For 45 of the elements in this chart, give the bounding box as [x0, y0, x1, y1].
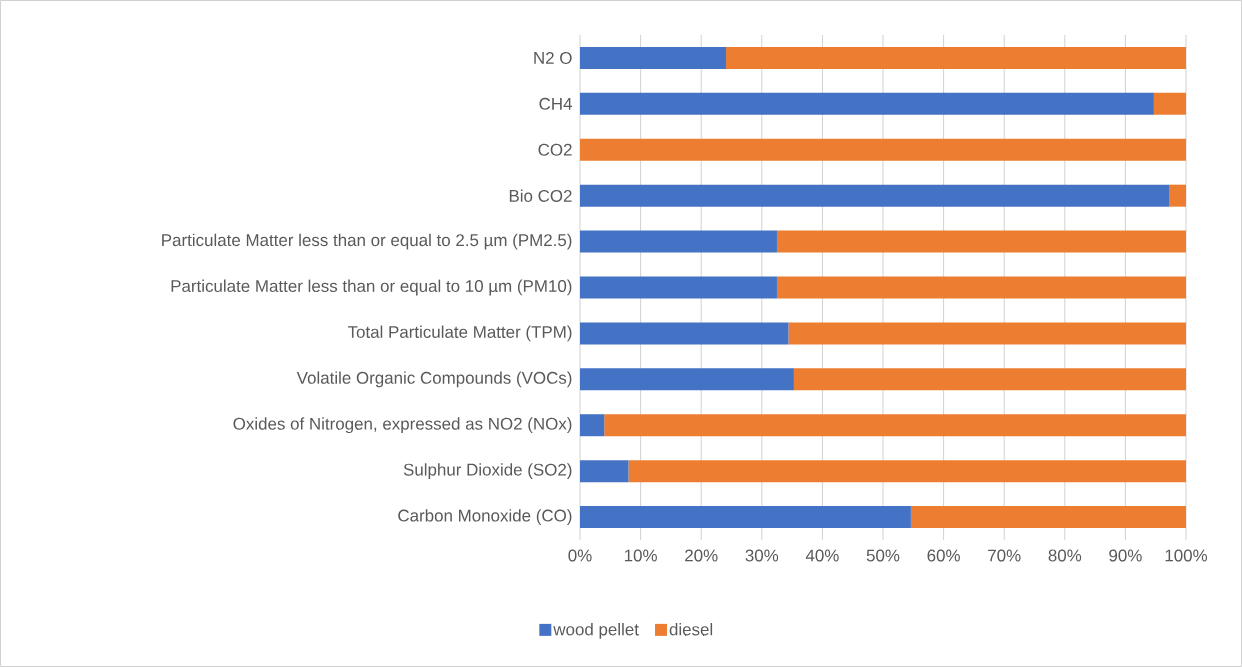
bar	[628, 460, 1187, 483]
bar	[580, 368, 794, 391]
bar	[580, 230, 777, 253]
y-tick-label: CO2	[538, 143, 572, 156]
y-tick-label: Bio CO2	[509, 189, 572, 202]
y-tick-label: Oxides of Nitrogen, expressed as NO2 (NOx)	[233, 417, 572, 434]
bar	[793, 368, 1187, 391]
bar	[580, 460, 629, 483]
bar	[776, 276, 1187, 299]
x-tick-label: 80%	[1048, 549, 1082, 562]
bar	[580, 322, 789, 345]
x-tick-label: 100%	[1165, 549, 1208, 562]
x-tick-label: 50%	[866, 549, 900, 562]
bar	[580, 92, 1154, 115]
bar	[726, 46, 1187, 69]
y-tick-label: Particulate Matter less than or equal to 2.5 µm (PM2.5)	[162, 233, 572, 250]
x-tick-label: 20%	[685, 549, 718, 562]
y-tick-label: Total Particulate Matter (TPM)	[347, 325, 572, 342]
bar	[910, 506, 1187, 529]
x-tick-label: 0%	[568, 549, 592, 562]
bar	[1169, 184, 1187, 207]
bar	[776, 230, 1187, 253]
legend-label: diesel	[669, 623, 713, 636]
bar	[580, 46, 727, 69]
x-tick-label: 10%	[624, 549, 657, 562]
y-tick-label: N2 O	[534, 51, 572, 64]
x-tick-label: 30%	[745, 549, 779, 562]
legend-label: wood pellet	[553, 623, 639, 639]
bar	[1153, 92, 1187, 115]
y-tick-label: Carbon Monoxide (CO)	[398, 509, 572, 525]
bar	[580, 276, 777, 299]
x-tick-label: 90%	[1109, 549, 1142, 562]
x-tick-label: 70%	[988, 549, 1021, 562]
bar	[788, 322, 1187, 345]
y-tick-label: Sulphur Dioxide (SO2)	[403, 463, 572, 480]
y-tick-label: Volatile Organic Compounds (VOCs)	[296, 371, 572, 388]
y-tick-label: CH4	[539, 97, 572, 110]
bar	[580, 414, 605, 437]
y-tick-label: Particulate Matter less than or equal to 10 µm (PM10)	[171, 279, 572, 296]
x-tick-label: 60%	[927, 549, 960, 562]
x-tick-label: 40%	[805, 549, 839, 562]
bar	[580, 184, 1170, 207]
bar	[580, 138, 1187, 161]
bar	[604, 414, 1187, 437]
bar	[580, 506, 911, 529]
